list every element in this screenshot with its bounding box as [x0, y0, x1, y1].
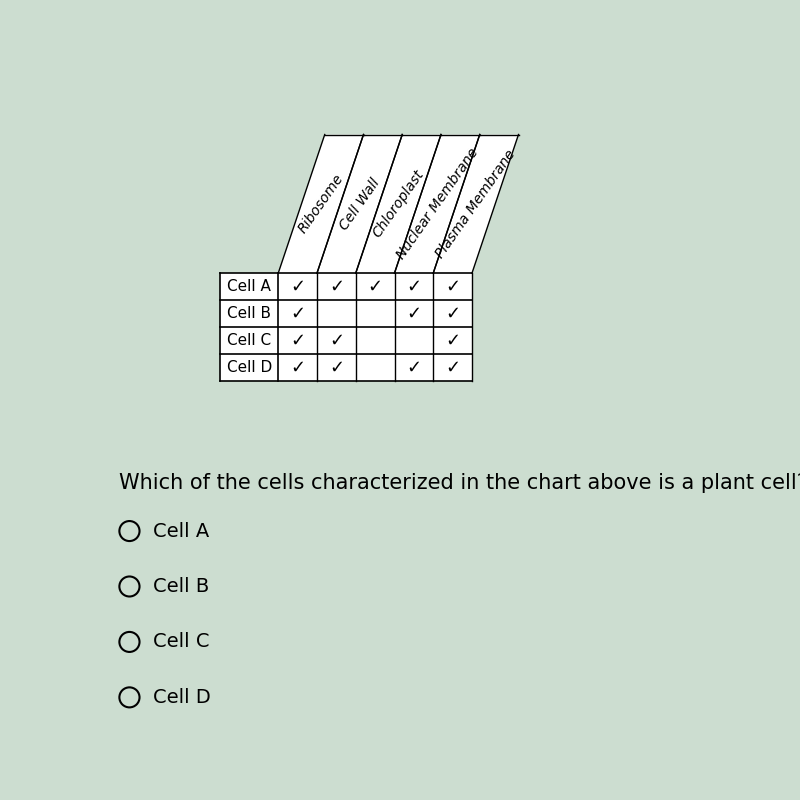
Bar: [220, 273, 472, 381]
Text: ✓: ✓: [445, 331, 460, 350]
Text: Chloroplast: Chloroplast: [370, 167, 426, 240]
Polygon shape: [356, 134, 441, 273]
Text: ✓: ✓: [290, 305, 305, 322]
Text: ✓: ✓: [329, 358, 344, 377]
Text: Cell Wall: Cell Wall: [337, 175, 382, 232]
Text: Cell C: Cell C: [153, 633, 210, 651]
Text: ✓: ✓: [406, 358, 422, 377]
Text: ✓: ✓: [406, 305, 422, 322]
Text: ✓: ✓: [329, 278, 344, 295]
Text: Cell D: Cell D: [226, 360, 272, 375]
Text: Cell B: Cell B: [153, 577, 209, 596]
Text: Cell A: Cell A: [227, 279, 271, 294]
Text: ✓: ✓: [329, 331, 344, 350]
Text: ✓: ✓: [445, 305, 460, 322]
Text: ✓: ✓: [406, 278, 422, 295]
Text: Cell B: Cell B: [227, 306, 271, 321]
Text: Nuclear Membrane: Nuclear Membrane: [394, 146, 481, 262]
Text: ✓: ✓: [290, 331, 305, 350]
Polygon shape: [394, 134, 480, 273]
Text: Cell A: Cell A: [153, 522, 209, 541]
Text: ✓: ✓: [445, 358, 460, 377]
Text: Cell D: Cell D: [153, 688, 210, 707]
Text: ✓: ✓: [445, 278, 460, 295]
Text: ✓: ✓: [290, 278, 305, 295]
Text: Ribosome: Ribosome: [295, 172, 346, 236]
Text: ✓: ✓: [367, 278, 382, 295]
Text: Which of the cells characterized in the chart above is a plant cell?: Which of the cells characterized in the …: [119, 474, 800, 494]
Polygon shape: [278, 134, 363, 273]
Text: Plasma Membrane: Plasma Membrane: [434, 147, 518, 261]
Text: Cell C: Cell C: [227, 333, 271, 348]
Text: ✓: ✓: [290, 358, 305, 377]
Polygon shape: [317, 134, 402, 273]
Polygon shape: [434, 134, 518, 273]
